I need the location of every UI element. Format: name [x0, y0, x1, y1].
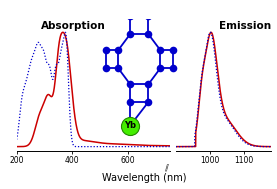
Text: Absorption: Absorption — [41, 21, 106, 31]
Text: Emission: Emission — [219, 21, 271, 31]
Text: $\mathit{/\!/}$: $\mathit{/\!/}$ — [164, 162, 170, 173]
Text: Wavelength (nm): Wavelength (nm) — [102, 173, 186, 183]
Text: Yb: Yb — [124, 121, 136, 130]
